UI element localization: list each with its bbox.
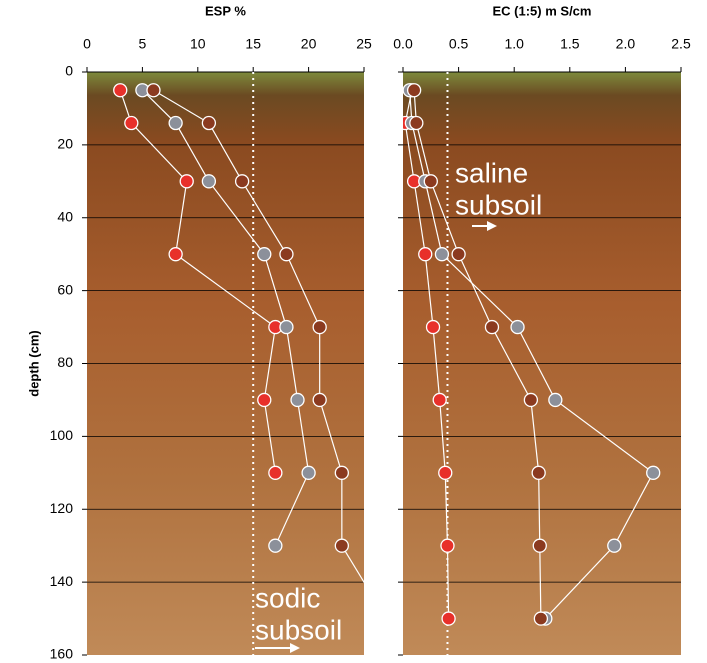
data-point [258, 393, 271, 406]
data-point [511, 321, 524, 334]
x-tick-label: 2.5 [671, 36, 691, 52]
data-point [533, 539, 546, 552]
x-tick-label: 2.0 [616, 36, 636, 52]
data-point [114, 84, 127, 97]
data-point [269, 466, 282, 479]
data-point [147, 84, 160, 97]
y-tick-label: 120 [50, 500, 74, 516]
y-tick-label: 80 [57, 354, 73, 370]
annotation: saline [455, 157, 528, 188]
x-tick-label: 25 [356, 36, 372, 52]
data-point [485, 321, 498, 334]
y-tick-label: 0 [65, 63, 73, 79]
data-point [313, 321, 326, 334]
data-point [313, 393, 326, 406]
data-point [441, 539, 454, 552]
annotation: subsoil [255, 614, 342, 645]
data-point [408, 84, 421, 97]
chart: ESP % 0 5 10 15 20 25 0 20 40 60 80 100 120 140 160 dept… [0, 0, 707, 663]
data-point [424, 175, 437, 188]
x-tick-label: 0.0 [393, 36, 413, 52]
x-tick-label: 0 [83, 36, 91, 52]
x-tick-label: 20 [301, 36, 317, 52]
x-tick-label: 0.5 [449, 36, 469, 52]
data-point [524, 393, 537, 406]
y-tick-label: 40 [57, 208, 73, 224]
data-point [439, 466, 452, 479]
annotation: subsoil [455, 189, 542, 220]
y-tick-label: 100 [50, 427, 74, 443]
data-point [291, 393, 304, 406]
data-point [435, 248, 448, 261]
data-point [608, 539, 621, 552]
data-point [410, 117, 423, 130]
data-point [442, 612, 455, 625]
chart-title: ESP % [205, 3, 246, 18]
data-point [236, 175, 249, 188]
data-point [180, 175, 193, 188]
data-point [280, 248, 293, 261]
y-tick-label: 60 [57, 281, 73, 297]
data-point [169, 248, 182, 261]
data-point [534, 612, 547, 625]
y-axis-label: depth (cm) [26, 330, 41, 396]
x-tick-label: 1.0 [504, 36, 524, 52]
x-tick-label: 10 [190, 36, 206, 52]
data-point [169, 117, 182, 130]
data-point [335, 539, 348, 552]
data-point [452, 248, 465, 261]
y-tick-label: 160 [50, 646, 74, 662]
chart-title: EC (1:5) m S/cm [493, 3, 592, 18]
x-tick-label: 1.5 [560, 36, 580, 52]
data-point [335, 466, 348, 479]
data-point [532, 466, 545, 479]
data-point [647, 466, 660, 479]
data-point [427, 321, 440, 334]
data-point [202, 175, 215, 188]
data-point [302, 466, 315, 479]
annotation: sodic [255, 582, 320, 613]
data-point [380, 612, 393, 625]
data-point [258, 248, 271, 261]
data-point [269, 539, 282, 552]
data-point [125, 117, 138, 130]
x-tick-label: 5 [139, 36, 147, 52]
x-tick-label: 15 [245, 36, 261, 52]
data-point [419, 248, 432, 261]
y-tick-label: 140 [50, 573, 74, 589]
data-point [433, 393, 446, 406]
data-point [202, 117, 215, 130]
data-point [549, 393, 562, 406]
y-tick-label: 20 [57, 136, 73, 152]
data-point [280, 321, 293, 334]
